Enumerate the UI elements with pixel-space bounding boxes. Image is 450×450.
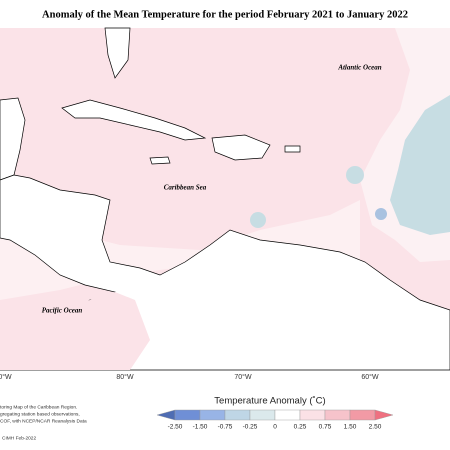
colorbar-segment (274, 409, 301, 421)
pacific (0, 292, 150, 370)
colorbar-segment (299, 409, 326, 421)
colorbar-segment (199, 409, 226, 421)
cuba (61, 99, 207, 141)
colorbar: -2.50 -1.50 -0.75 -0.25 0 0.25 0.75 1.50 2.50 (156, 409, 394, 431)
puerto-rico (284, 145, 301, 153)
ocean-label: Pacific Ocean (42, 307, 83, 315)
footnote: toring Map of the Caribbean Region. (0, 404, 77, 410)
map (0, 27, 450, 371)
footnote: COF, with NCEP/NCAR Reanalysis Data (0, 418, 87, 424)
ocean-label: Atlantic Ocean (337, 64, 381, 72)
colorbar-label: 2.50 (369, 424, 382, 431)
colorbar-label: 0 (273, 424, 277, 431)
map-title: Anomaly of the Mean Temperature for the … (42, 9, 408, 20)
hispaniola (211, 134, 271, 161)
colorbar-label: 1.50 (344, 424, 357, 431)
colorbar-segment (249, 409, 276, 421)
cool-spot (346, 166, 364, 184)
colorbar-end (374, 409, 394, 421)
jamaica (149, 156, 171, 165)
colorbar-segment (349, 409, 376, 421)
colorbar-label: 0.25 (294, 424, 307, 431)
colorbar-segment (324, 409, 351, 421)
cool-spot (375, 208, 387, 220)
ocean-label: Caribbean Sea (164, 184, 207, 192)
yucatan (0, 97, 26, 181)
colorbar-end (156, 409, 176, 421)
colorbar-label: -1.50 (193, 424, 208, 431)
florida (104, 27, 131, 79)
colorbar-segment (224, 409, 251, 421)
colorbar-label: -0.25 (243, 424, 258, 431)
longitude-label: 70°W (234, 373, 252, 381)
cool-region (390, 95, 450, 235)
colorbar-label: -0.75 (218, 424, 233, 431)
legend-title: Temperature Anomaly (˚C) (214, 396, 325, 407)
longitude-label: 60°W (361, 373, 379, 381)
footnote: gregating station based observations, (0, 411, 80, 417)
colorbar-segment (174, 409, 201, 421)
colorbar-label: -2.50 (168, 424, 183, 431)
longitude-label: 80°W (116, 373, 134, 381)
colorbar-label: 0.75 (319, 424, 332, 431)
cool-spot (250, 212, 266, 228)
longitude-label: 0°W (0, 373, 12, 381)
footnote-credit: CIMH Feb-2022 (2, 435, 36, 441)
